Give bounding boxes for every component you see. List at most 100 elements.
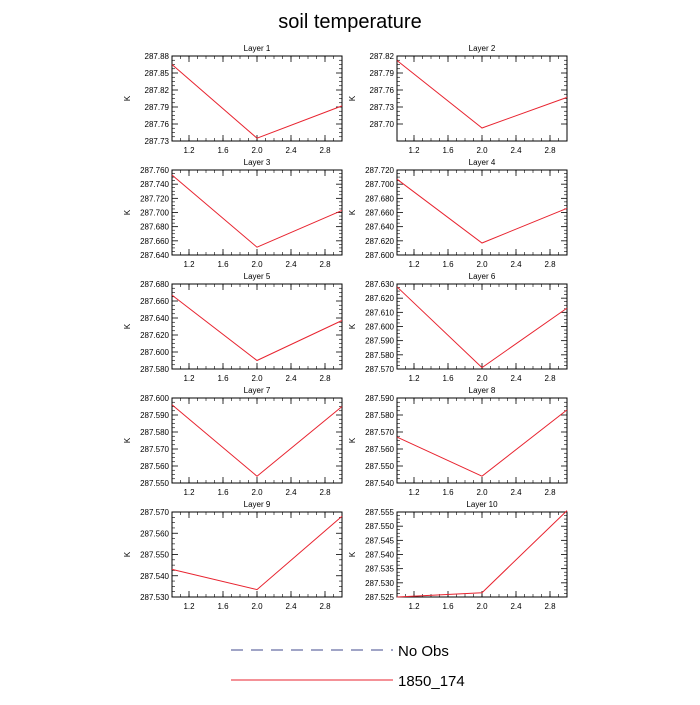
x-tick-label: 1.6 <box>217 602 229 611</box>
y-axis-label: K <box>123 95 132 101</box>
x-tick-label: 1.2 <box>183 260 195 269</box>
y-tick-label: 287.620 <box>140 331 169 340</box>
y-tick-label: 287.530 <box>365 579 394 588</box>
x-tick-label: 2.0 <box>251 602 263 611</box>
y-tick-label: 287.82 <box>145 86 170 95</box>
y-tick-label: 287.88 <box>145 52 170 61</box>
panel-layer-6: Layer 6 K 1.2 1.6 2.0 2.4 2.8 287.570 287.580 287… <box>348 272 568 383</box>
y-tick-label: 287.530 <box>140 593 169 602</box>
panel-title: Layer 2 <box>469 44 496 53</box>
series-line <box>171 515 343 591</box>
y-tick-label: 287.680 <box>365 194 394 203</box>
x-tick-label: 1.6 <box>217 146 229 155</box>
y-tick-label: 287.550 <box>365 462 394 471</box>
panel-title: Layer 6 <box>469 272 496 281</box>
y-tick-label: 287.560 <box>140 529 169 538</box>
x-tick-label: 2.8 <box>544 374 556 383</box>
y-tick-label: 287.73 <box>370 103 395 112</box>
plot-frame <box>171 55 343 142</box>
y-axis-label: K <box>123 209 132 215</box>
legend: No Obs 1850_174 <box>231 643 465 690</box>
panel-layer-3: Layer 3 K 1.2 1.6 2.0 2.4 2.8 287.640 287.660 287… <box>123 158 343 269</box>
panel-title: Layer 10 <box>466 500 498 509</box>
y-axis-label: K <box>348 95 357 101</box>
y-tick-label: 287.660 <box>140 297 169 306</box>
x-tick-label: 1.2 <box>183 146 195 155</box>
x-tick-label: 1.6 <box>217 260 229 269</box>
panel-layer-7: Layer 7 K 1.2 1.6 2.0 2.4 2.8 287.550 287.560 287… <box>123 386 343 497</box>
panel-title: Layer 4 <box>469 158 496 167</box>
x-tick-label: 2.4 <box>285 146 297 155</box>
x-tick-label: 2.0 <box>476 260 488 269</box>
panel-title: Layer 9 <box>244 500 271 509</box>
plot-frame <box>171 283 343 370</box>
y-tick-label: 287.660 <box>140 237 169 246</box>
x-tick-label: 2.0 <box>476 146 488 155</box>
y-tick-label: 287.555 <box>365 508 394 517</box>
y-tick-label: 287.545 <box>365 536 394 545</box>
x-tick-label: 1.6 <box>442 374 454 383</box>
figure-title: soil temperature <box>278 11 421 33</box>
y-tick-label: 287.82 <box>370 52 395 61</box>
legend-label: 1850_174 <box>398 673 465 690</box>
y-tick-label: 287.540 <box>365 551 394 560</box>
y-tick-label: 287.570 <box>365 428 394 437</box>
x-tick-label: 2.8 <box>319 374 331 383</box>
y-tick-label: 287.600 <box>365 323 394 332</box>
plot-frame <box>171 397 343 484</box>
y-tick-label: 287.600 <box>140 348 169 357</box>
y-tick-label: 287.570 <box>140 508 169 517</box>
y-tick-label: 287.540 <box>140 572 169 581</box>
x-tick-label: 2.4 <box>510 260 522 269</box>
y-tick-label: 287.610 <box>365 308 394 317</box>
panel-title: Layer 7 <box>244 386 271 395</box>
y-tick-label: 287.550 <box>365 522 394 531</box>
x-tick-label: 1.2 <box>408 488 420 497</box>
y-tick-label: 287.560 <box>140 462 169 471</box>
y-tick-label: 287.76 <box>370 86 395 95</box>
x-tick-label: 1.2 <box>408 374 420 383</box>
x-tick-label: 1.6 <box>442 488 454 497</box>
plot-frame <box>171 511 343 598</box>
x-tick-label: 2.0 <box>476 488 488 497</box>
y-tick-label: 287.79 <box>370 69 395 78</box>
series-line <box>396 510 568 598</box>
series-line <box>396 178 568 244</box>
x-tick-label: 2.8 <box>319 260 331 269</box>
series-line <box>396 409 568 477</box>
x-tick-label: 2.4 <box>285 260 297 269</box>
panel-title: Layer 8 <box>469 386 496 395</box>
panel-layer-9: Layer 9 K 1.2 1.6 2.0 2.4 2.8 287.530 287.540 287… <box>123 500 343 611</box>
legend-label: No Obs <box>398 643 449 660</box>
y-tick-label: 287.620 <box>365 237 394 246</box>
x-tick-label: 2.8 <box>544 146 556 155</box>
plot-frame <box>396 169 568 256</box>
y-tick-label: 287.620 <box>365 294 394 303</box>
y-tick-label: 287.540 <box>365 479 394 488</box>
series-line <box>171 294 343 362</box>
y-tick-label: 287.79 <box>145 103 170 112</box>
x-tick-label: 2.8 <box>319 488 331 497</box>
y-axis-label: K <box>348 551 357 557</box>
series-line <box>171 64 343 139</box>
y-tick-label: 287.680 <box>140 223 169 232</box>
x-tick-label: 2.8 <box>319 602 331 611</box>
x-tick-label: 2.4 <box>510 488 522 497</box>
y-tick-label: 287.570 <box>365 365 394 374</box>
y-axis-label: K <box>348 209 357 215</box>
panel-title: Layer 3 <box>244 158 271 167</box>
y-tick-label: 287.550 <box>140 551 169 560</box>
panel-title: Layer 5 <box>244 272 271 281</box>
y-tick-label: 287.580 <box>140 428 169 437</box>
y-tick-label: 287.590 <box>365 394 394 403</box>
x-tick-label: 1.2 <box>408 146 420 155</box>
panel-layer-8: Layer 8 K 1.2 1.6 2.0 2.4 2.8 287.540 287.550 287… <box>348 386 568 497</box>
y-tick-label: 287.550 <box>140 479 169 488</box>
panel-layer-5: Layer 5 K 1.2 1.6 2.0 2.4 2.8 287.580 287.600 287… <box>123 272 343 383</box>
y-tick-label: 287.630 <box>365 280 394 289</box>
series-line <box>171 174 343 248</box>
x-tick-label: 2.4 <box>510 374 522 383</box>
y-tick-label: 287.580 <box>140 365 169 374</box>
panel-layer-10: Layer 10 K 1.2 1.6 2.0 2.4 2.8 287.525 287.530 28… <box>348 500 568 611</box>
x-tick-label: 1.6 <box>442 146 454 155</box>
